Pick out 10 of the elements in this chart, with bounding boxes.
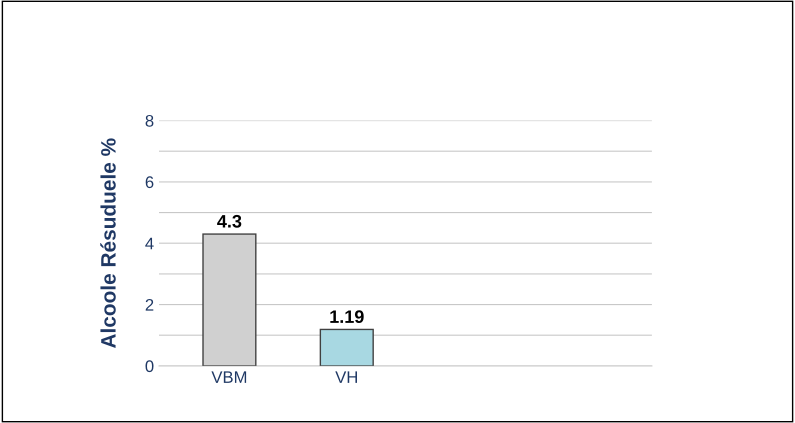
- y-tick-label: 2: [146, 298, 154, 311]
- y-tick-label: 0: [146, 360, 154, 372]
- y-axis-title: Alcoole Résuduele %: [100, 138, 116, 348]
- y-tick-label: 6: [146, 176, 154, 188]
- data-label: 1.19: [330, 310, 364, 324]
- y-tick-label: 4: [145, 238, 154, 250]
- x-tick-label: VBM: [211, 371, 246, 383]
- y-tick-label: 8: [146, 114, 154, 127]
- x-tick-label: VH: [335, 371, 357, 383]
- data-label: 4.3: [217, 214, 242, 228]
